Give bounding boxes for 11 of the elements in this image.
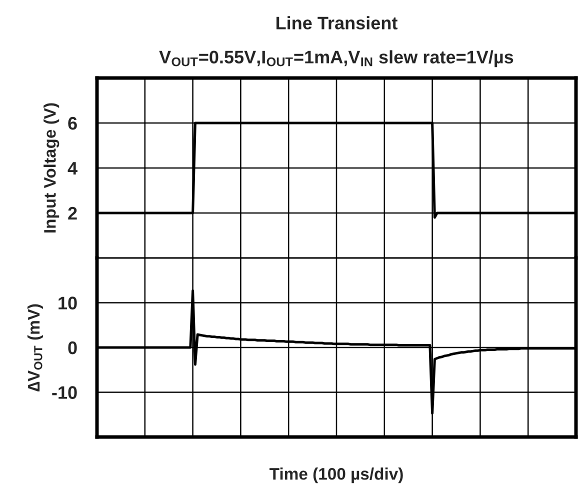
y-tick-label: -10	[52, 386, 77, 399]
y-axis-title: Input Voltage (V)	[44, 103, 60, 232]
y-tick-label: 10	[58, 296, 77, 310]
y-tick-label: 2	[68, 206, 77, 220]
chart-title: Line Transient	[276, 16, 398, 30]
y-tick-label: 6	[68, 116, 77, 130]
x-axis-title: Time (100 µs/div)	[270, 468, 403, 484]
y-tick-label: 4	[68, 162, 78, 175]
y-tick-label: 0	[68, 341, 77, 354]
chart-subtitle: V$_{OUT}$=0.55V,I$_{OUT}$=1mA,V$_{IN}$ slew rate=1V/µs	[159, 50, 514, 68]
y-axis-title: ∆V$_{OUT}$ (mV)	[27, 304, 43, 392]
